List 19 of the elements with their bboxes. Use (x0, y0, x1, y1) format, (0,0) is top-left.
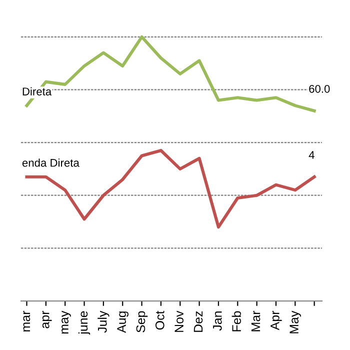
annotation: 60.0 (309, 84, 330, 93)
x-tick-label: Apr (270, 310, 282, 330)
series-label: enda Direta (22, 158, 80, 167)
x-tick-label: Feb (232, 311, 241, 332)
x-tick-label: may (62, 310, 71, 334)
x-tick-label: Oct (155, 310, 164, 330)
series-label: Direta (22, 87, 52, 96)
x-tick-label: Mar (251, 310, 260, 332)
x-tick-label: July (98, 310, 110, 333)
x-tick-label: Nov (174, 310, 184, 332)
x-tick-label: apr (42, 310, 52, 328)
x-tick-label: May (290, 310, 301, 334)
x-tick-label: Jan (213, 312, 222, 331)
annotation: 4 (308, 151, 314, 159)
x-tick-label: june (78, 311, 90, 335)
x-tick-label: Aug (117, 312, 128, 333)
x-tick-label: Dez (194, 311, 203, 332)
x-tick-label: mar (23, 310, 30, 332)
x-tick-label: Sep (136, 311, 148, 332)
